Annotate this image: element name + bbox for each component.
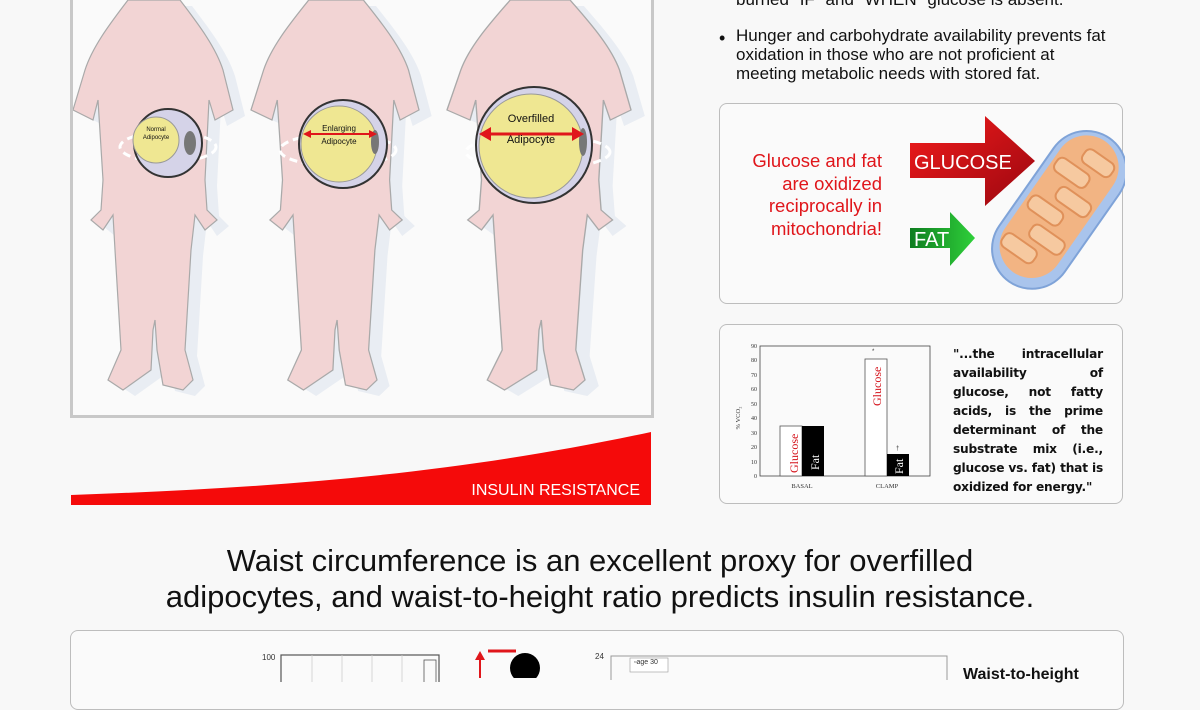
- chart2-frame: [610, 655, 948, 680]
- svg-text:70: 70: [751, 373, 757, 379]
- overfilled-adipocyte-icon: [475, 86, 593, 204]
- fat-arrow-icon: [910, 212, 975, 266]
- mitochondrion-icon: [991, 129, 1125, 290]
- glucose-arrow-icon: [910, 116, 1035, 206]
- svg-text:Glucose: Glucose: [787, 434, 801, 473]
- insulin-resistance-wedge: [71, 432, 651, 505]
- bullet-1-tail: burned "IF" and "WHEN" glucose is absent…: [736, 0, 1136, 9]
- svg-text:60: 60: [751, 387, 757, 393]
- svg-text:80: 80: [751, 358, 757, 364]
- bullet-dot: •: [719, 28, 726, 48]
- chart1-frame: [280, 654, 440, 682]
- insulin-resistance-label: INSULIN RESISTANCE: [471, 482, 640, 499]
- svg-text:Glucose: Glucose: [870, 367, 884, 406]
- normal-adipocyte-icon: [132, 108, 203, 178]
- mitochondria-diagram: [910, 116, 1125, 290]
- headline: Waist circumference is an excellent prox…: [165, 543, 1035, 614]
- svg-text:20: 20: [751, 445, 757, 451]
- chart2-legend: ▫age 30: [634, 659, 658, 666]
- svg-text:BASAL: BASAL: [791, 483, 812, 490]
- overfilled-adipocyte-label: Overfilled Adipocyte: [506, 113, 556, 146]
- svg-text:Fat: Fat: [892, 458, 906, 474]
- enlarging-adipocyte-icon: [298, 99, 388, 189]
- waist-height-caption: Waist-to-height: [963, 666, 1079, 683]
- svg-text:30: 30: [751, 431, 757, 437]
- svg-text:50: 50: [751, 402, 757, 408]
- mitochondria-caption: Glucose and fat are oxidized reciprocall…: [752, 150, 882, 239]
- glucose-arrow-label: GLUCOSE: [914, 152, 1012, 174]
- svg-text:90: 90: [751, 344, 757, 350]
- svg-text:% VCO₂: % VCO₂: [735, 407, 742, 430]
- body-figure-panel: Normal Adipocyte Enlarging Adipocyte Ove…: [70, 0, 654, 418]
- normal-adipocyte-label: Normal Adipocyte: [142, 127, 170, 141]
- waist-arrow-icon: [475, 649, 540, 678]
- svg-text:CLAMP: CLAMP: [876, 483, 899, 490]
- fat-arrow-label: FAT: [914, 229, 950, 251]
- body-silhouettes: [73, 0, 645, 396]
- svg-text:Fat: Fat: [808, 454, 822, 470]
- svg-text:0: 0: [754, 474, 757, 480]
- svg-text:*: *: [872, 349, 875, 355]
- research-quote: "...the intracellular availability of gl…: [953, 347, 1103, 494]
- enlarging-adipocyte-label: Enlarging Adipocyte: [321, 124, 357, 146]
- bullet-2: Hunger and carbohydrate availability pre…: [736, 26, 1106, 83]
- chart1-ytick: 100: [262, 653, 276, 662]
- chart2-ytick: 24: [595, 652, 604, 661]
- svg-text:10: 10: [751, 460, 757, 466]
- svg-text:†: †: [896, 446, 899, 452]
- svg-text:40: 40: [751, 416, 757, 422]
